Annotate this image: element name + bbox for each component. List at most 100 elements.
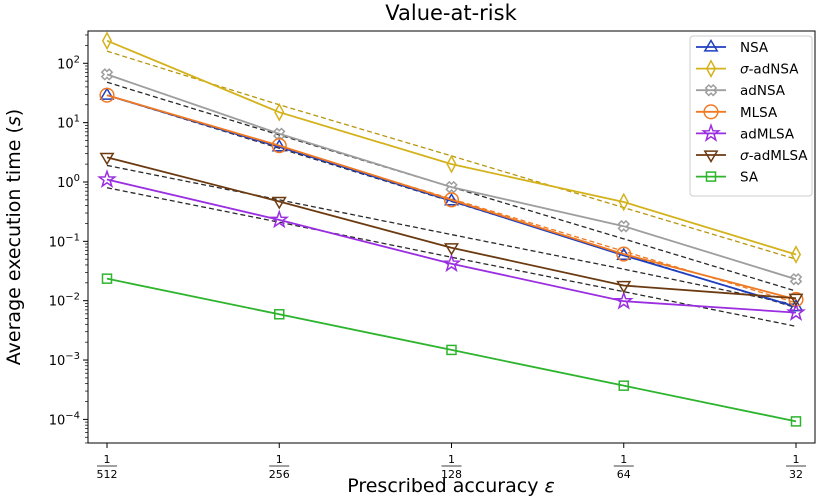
x-tick-label-numerator: 1 <box>793 453 800 466</box>
data-point-sigma-adnsa <box>101 31 113 51</box>
y-tick-base: 10 <box>57 176 74 191</box>
legend-label-text: -adNSA <box>749 62 800 78</box>
y-tick-label: 10−3 <box>49 351 80 369</box>
y-axis-label-text: Average execution time ( <box>3 126 25 365</box>
legend-marker <box>703 150 719 163</box>
series-sigma-adnsa <box>101 31 802 264</box>
series-lines <box>97 31 806 427</box>
y-tick-label: 101 <box>57 114 80 132</box>
x-tick-label-denominator: 32 <box>789 468 803 481</box>
y-tick-label: 10−2 <box>49 292 80 310</box>
data-point-mlsa <box>99 87 115 103</box>
y-tick-label: 100 <box>57 173 80 191</box>
y-axis-label-close: ) <box>3 109 25 116</box>
data-point-admlsa <box>441 253 462 273</box>
data-point-admlsa <box>613 290 634 310</box>
x-tick-label-denominator: 64 <box>617 468 631 481</box>
legend-marker <box>703 39 719 52</box>
legend-label: adMLSA <box>740 126 795 142</box>
legend-label-text: -adMLSA <box>749 148 809 164</box>
data-point-mlsa <box>271 138 287 154</box>
data-point-sigma-adnsa <box>790 245 802 264</box>
legend-entry-sigma-adnsa: σ-adNSA <box>696 59 800 78</box>
x-tick-label-numerator: 1 <box>276 453 283 466</box>
legend-label-text: SA <box>740 170 759 186</box>
y-tick-exponent: −1 <box>65 232 80 243</box>
y-tick-base: 10 <box>49 235 66 250</box>
series-sa <box>101 273 802 427</box>
legend-entry-nsa: NSA <box>696 39 769 56</box>
series-adnsa <box>100 68 803 286</box>
legend-box <box>689 35 813 197</box>
legend-label-symbol: σ <box>740 62 749 78</box>
data-point-adnsa <box>789 272 803 286</box>
legend-entry-adnsa: adNSA <box>696 83 786 99</box>
legend-label-text: NSA <box>740 40 769 56</box>
x-axis-ticks: 1 512 1 256 1 128 1 64 1 32 <box>97 443 806 481</box>
legend-marker <box>701 122 721 142</box>
legend-label: σ-adMLSA <box>740 148 808 164</box>
y-tick-base: 10 <box>49 413 66 428</box>
legend-label: MLSA <box>740 105 778 121</box>
y-tick-exponent: 2 <box>74 54 80 65</box>
legend-label-text: adMLSA <box>740 126 795 142</box>
data-point-sigma-adnsa <box>618 192 629 212</box>
data-point-sa <box>790 416 802 427</box>
data-point-sigma-admlsa <box>271 196 287 210</box>
legend-entry-mlsa: MLSA <box>696 104 778 121</box>
legend-entry-admlsa: adMLSA <box>696 122 795 142</box>
x-tick-label-denominator: 128 <box>441 468 462 481</box>
fit-line-admlsa <box>106 187 797 327</box>
y-tick-base: 10 <box>57 117 74 132</box>
data-point-sigma-admlsa <box>788 293 804 307</box>
data-point-adnsa <box>617 219 631 233</box>
legend-marker <box>705 171 717 182</box>
legend-entry-sigma-admlsa: σ-adMLSA <box>696 148 808 164</box>
data-point-sa <box>618 380 629 391</box>
x-axis-label-symbol: ε <box>544 475 554 497</box>
y-tick-label: 10−1 <box>49 232 80 250</box>
data-point-sa <box>101 273 113 284</box>
data-point-admlsa <box>786 302 806 322</box>
legend-label: SA <box>740 170 759 186</box>
data-point-nsa <box>99 87 115 100</box>
legend-label-text: adNSA <box>740 83 786 99</box>
x-tick-label-denominator: 512 <box>97 468 118 481</box>
legend-marker <box>704 83 718 97</box>
y-axis-label: Average execution time (s) <box>3 109 25 365</box>
series-sigma-admlsa <box>99 152 804 307</box>
data-point-admlsa <box>269 209 290 229</box>
series-admlsa <box>97 169 806 322</box>
x-tick-label-numerator: 1 <box>448 453 455 466</box>
series-line-admlsa <box>106 178 797 314</box>
x-tick-label-denominator: 256 <box>269 468 290 481</box>
y-tick-exponent: −2 <box>65 292 80 303</box>
chart-title: Value-at-risk <box>385 1 517 25</box>
fit-line-sigma-admlsa <box>106 164 797 306</box>
series-line-sigma-admlsa <box>106 156 797 300</box>
y-tick-exponent: −3 <box>65 351 80 362</box>
data-point-mlsa <box>616 246 632 262</box>
data-point-mlsa <box>443 192 460 208</box>
legend-label-symbol: σ <box>740 148 749 164</box>
y-tick-label: 10−4 <box>49 410 80 428</box>
x-tick-label-numerator: 1 <box>620 453 627 466</box>
series-line-sigma-adnsa <box>106 39 797 256</box>
y-tick-exponent: −4 <box>65 410 80 421</box>
series-line-adnsa <box>106 73 797 281</box>
y-tick-exponent: 0 <box>74 173 80 184</box>
data-point-sigma-admlsa <box>444 243 459 256</box>
y-tick-base: 10 <box>49 295 66 310</box>
x-tick-label-numerator: 1 <box>104 453 111 466</box>
legend-marker <box>703 104 719 120</box>
data-point-sigma-adnsa <box>446 154 457 174</box>
legend-label-text: MLSA <box>740 105 778 121</box>
y-tick-label: 102 <box>57 54 80 72</box>
series-line-mlsa <box>106 94 797 301</box>
x-axis-label: Prescribed accuracy ε <box>347 475 555 497</box>
data-point-adnsa <box>100 68 114 81</box>
y-axis-label-symbol: s <box>3 116 25 126</box>
